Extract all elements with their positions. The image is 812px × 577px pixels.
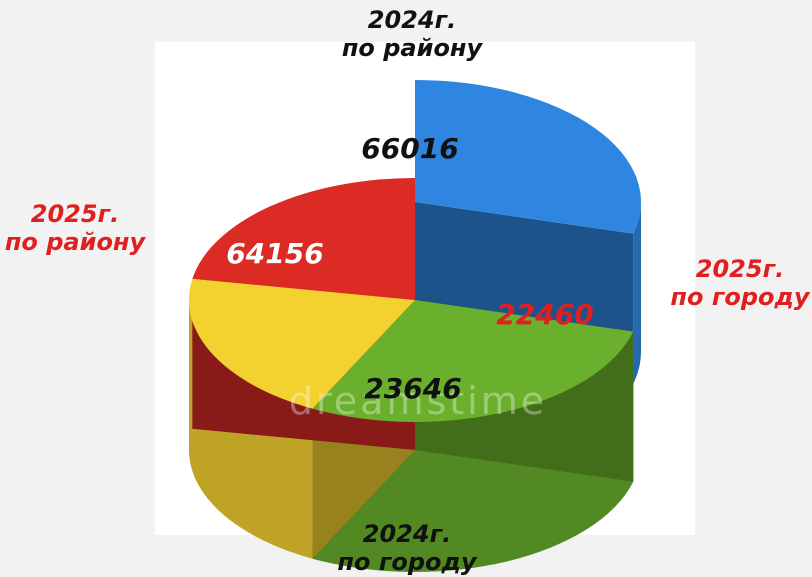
slice-label-2025-city: 2025г. по городу [668,255,812,311]
slice-label-2024-city: 2024г. по городу [292,520,522,576]
slice-label-year: 2024г. [362,520,452,548]
value-label-2025-city: 22460 [496,298,593,331]
slice-label-scope: по району [341,34,483,62]
slice-label-year: 2025г. [30,200,120,228]
watermark-text: dreamstime [289,379,547,423]
slice-label-2025-district: 2025г. по району [0,200,150,256]
slice-top-2025-city [312,300,634,423]
slice-top-2025-district [192,178,415,300]
pie-tops [188,80,642,423]
slice-label-scope: по городу [337,548,477,576]
slice-label-2024-district: 2024г. по району [312,6,512,62]
slice-label-scope: по городу [670,283,810,311]
slice-wall-2024-district [633,202,641,384]
slice-label-scope: по району [4,228,146,256]
slice-top-2024-city [188,278,415,409]
slice-top-2024-district [415,80,642,234]
value-label-2025-district: 64156 [226,237,323,270]
slice-label-year: 2025г. [695,255,785,283]
value-label-2024-city: 23646 [364,372,461,405]
pie-value-labels: 66016 22460 23646 64156 [226,132,593,405]
slice-label-year: 2024г. [367,6,457,34]
value-label-2024-district: 66016 [361,132,458,165]
